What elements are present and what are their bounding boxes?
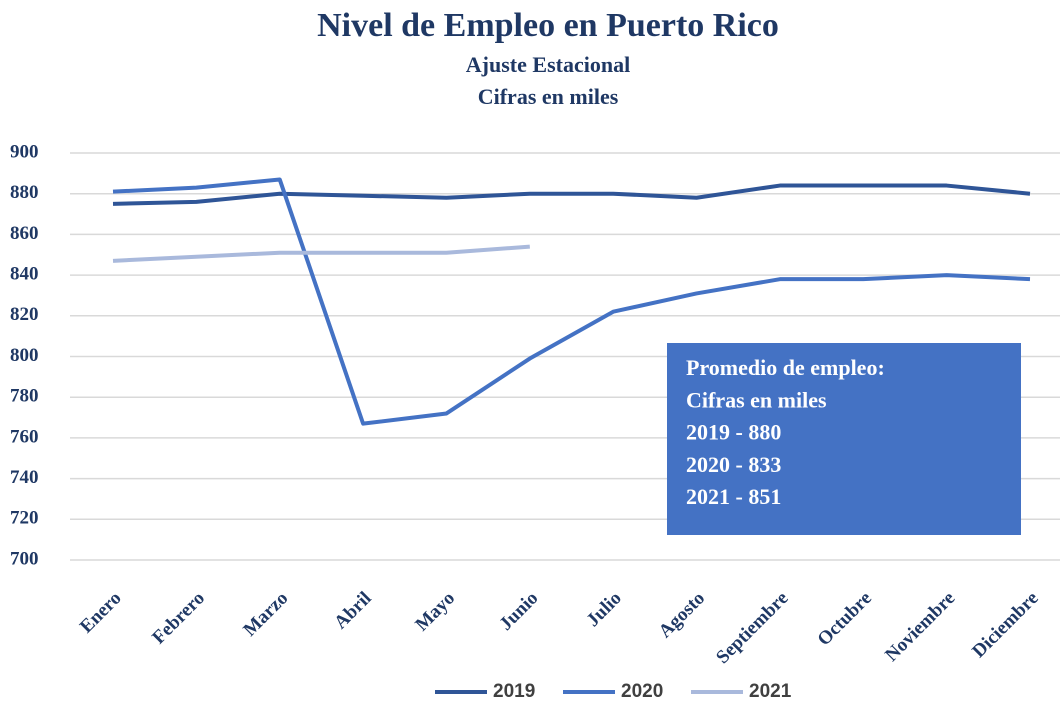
line-series	[112, 183, 1031, 206]
legend-label: 2021	[749, 681, 792, 702]
x-tick-label: Enero	[76, 588, 126, 638]
annotation-text: 2019 - 880	[686, 420, 781, 445]
y-tick-label: 800	[10, 345, 39, 366]
annotation-text: 2020 - 833	[686, 452, 781, 477]
y-tick-label: 700	[10, 548, 39, 569]
line-series	[112, 177, 1031, 426]
annotation-text: 2021 - 851	[686, 484, 781, 509]
x-tick-label: Julio	[583, 588, 626, 631]
x-tick-label: Diciembre	[968, 588, 1042, 662]
x-tick-label: Febrero	[148, 588, 209, 649]
y-tick-label: 880	[10, 182, 39, 203]
y-tick-label: 840	[10, 263, 39, 284]
y-tick-label: 720	[10, 508, 39, 529]
annotation-box	[667, 343, 1021, 535]
x-tick-label: Junio	[495, 588, 542, 635]
y-tick-label: 740	[10, 467, 39, 488]
y-tick-label: 820	[10, 304, 39, 325]
legend-label: 2019	[493, 681, 535, 702]
x-tick-label: Noviembre	[881, 588, 959, 666]
x-tick-label: Septiembre	[712, 588, 792, 668]
annotation-text: Cifras en miles	[686, 387, 827, 412]
x-tick-label: Marzo	[239, 588, 292, 641]
x-tick-label: Mayo	[411, 588, 459, 636]
x-tick-label: Agosto	[655, 588, 709, 642]
annotation-text: Promedio de empleo:	[686, 355, 885, 380]
legend-label: 2020	[621, 681, 663, 702]
x-tick-label: Abril	[330, 588, 375, 633]
y-tick-label: 760	[10, 426, 39, 447]
y-tick-label: 780	[10, 386, 39, 407]
chart-title: Nivel de Empleo en Puerto Rico	[317, 7, 779, 44]
x-tick-label: Octubre	[814, 588, 876, 650]
chart-subtitle: Ajuste Estacional	[466, 52, 630, 77]
chart-subtitle: Cifras en miles	[478, 84, 619, 109]
line-series	[112, 244, 530, 263]
y-tick-label: 900	[10, 141, 39, 162]
y-tick-label: 860	[10, 223, 39, 244]
